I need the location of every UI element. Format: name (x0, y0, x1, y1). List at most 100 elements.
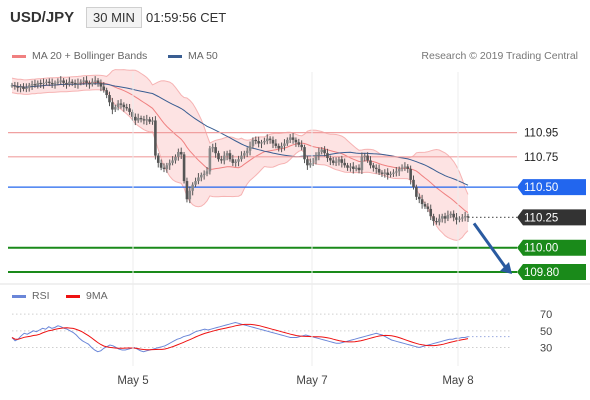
candle-body (199, 175, 203, 178)
ma20-line (11, 82, 469, 214)
candle-body (360, 156, 364, 171)
candle-body (128, 108, 131, 112)
candle-body (363, 155, 367, 157)
candle-body (251, 139, 255, 146)
candle-body (429, 208, 433, 217)
candle-body (389, 173, 392, 175)
candle-body (228, 153, 232, 160)
candle-body (254, 139, 258, 142)
rsi-ma9-line (11, 323, 469, 351)
level-label-110.00: 110.00 (524, 243, 558, 255)
candle-body (329, 158, 332, 161)
candle-body (386, 172, 389, 175)
candle-body (354, 167, 358, 169)
rsi-tick-label: 50 (540, 326, 552, 338)
candle-body (458, 218, 461, 220)
level-tag-109.80 (517, 263, 586, 280)
candle-body (142, 119, 146, 121)
candle-body (245, 150, 249, 154)
candle-body (93, 80, 97, 82)
chart-header: USD/JPY 30 MIN 01:59:56 CET (0, 0, 590, 38)
candle-body (177, 151, 180, 157)
candle-body (438, 218, 441, 223)
candle-body (314, 155, 318, 161)
candle-body (271, 139, 275, 144)
candle-body (346, 165, 349, 168)
candle-body (268, 138, 272, 140)
forecast-arrow-head-icon (500, 261, 512, 274)
candle-body (220, 159, 223, 161)
candle-body (131, 111, 134, 117)
ma20-swatch-icon (12, 54, 26, 58)
candle-body (257, 141, 260, 144)
candle-body (197, 177, 200, 182)
candle-body (25, 87, 28, 89)
candle-body (47, 81, 51, 83)
forecast-arrow-line (472, 222, 508, 269)
research-credit: Research © 2019 Trading Central (421, 50, 578, 62)
level-tag-110.25 (517, 209, 586, 226)
candle-body (320, 149, 324, 152)
candle-body (145, 119, 149, 121)
candle-body (426, 206, 430, 209)
candle-body (208, 148, 212, 172)
candle-body (449, 213, 453, 215)
candle-body (303, 147, 306, 160)
candle-body (377, 168, 381, 173)
ma50-line (11, 83, 469, 186)
candle-body (56, 81, 60, 83)
candle-body (119, 103, 123, 105)
candle-body (222, 155, 226, 161)
candle-body (277, 145, 281, 149)
ma9-swatch-icon (66, 294, 80, 298)
timestamp: 01:59:56 CET (146, 10, 227, 25)
candle-body (403, 166, 407, 168)
candle-body (27, 85, 31, 88)
candle-body (102, 86, 106, 91)
candle-body (214, 147, 217, 154)
candle-body (33, 84, 37, 86)
candle-body (99, 82, 103, 87)
candle-body (380, 172, 384, 174)
timeframe-badge[interactable]: 30 MIN (86, 7, 142, 28)
candle-body (440, 216, 444, 219)
candle-body (311, 160, 315, 163)
candle-body (291, 137, 295, 140)
legend-ma20: MA 20 + Bollinger Bands (12, 50, 147, 62)
rsi-line (11, 321, 469, 353)
level-tag-110.50 (517, 179, 586, 196)
candle-body (188, 190, 192, 200)
candle-body (234, 161, 237, 163)
candle-body (108, 95, 111, 103)
x-tick-label: May 7 (296, 375, 327, 387)
candle-body (185, 181, 189, 200)
level-label-110.50: 110.50 (524, 182, 558, 194)
candle-body (174, 156, 177, 161)
candle-body (13, 85, 17, 87)
candle-body (326, 153, 329, 159)
candle-body (446, 214, 450, 219)
x-tick-label: May 8 (442, 375, 473, 387)
candle-body (395, 171, 398, 173)
candle-body (308, 162, 312, 166)
legend-ma50-label: MA 50 (188, 50, 218, 62)
candle-body (349, 166, 352, 168)
bollinger-lower-line (11, 89, 469, 241)
candle-body (136, 118, 140, 121)
candle-body (337, 159, 341, 162)
ma50-swatch-icon (168, 54, 182, 58)
candle-body (217, 153, 220, 160)
candle-body (148, 119, 151, 122)
candle-body (225, 153, 229, 156)
candle-body (372, 165, 375, 168)
candle-body (432, 216, 435, 222)
legend-ma9-label: 9MA (86, 290, 108, 302)
candle-body (260, 142, 263, 144)
candle-body (59, 80, 63, 82)
candle-body (288, 137, 292, 140)
candle-body (340, 159, 344, 163)
candle-body (366, 155, 369, 161)
legend-rsi: RSI (12, 290, 50, 302)
candle-body (463, 216, 467, 218)
